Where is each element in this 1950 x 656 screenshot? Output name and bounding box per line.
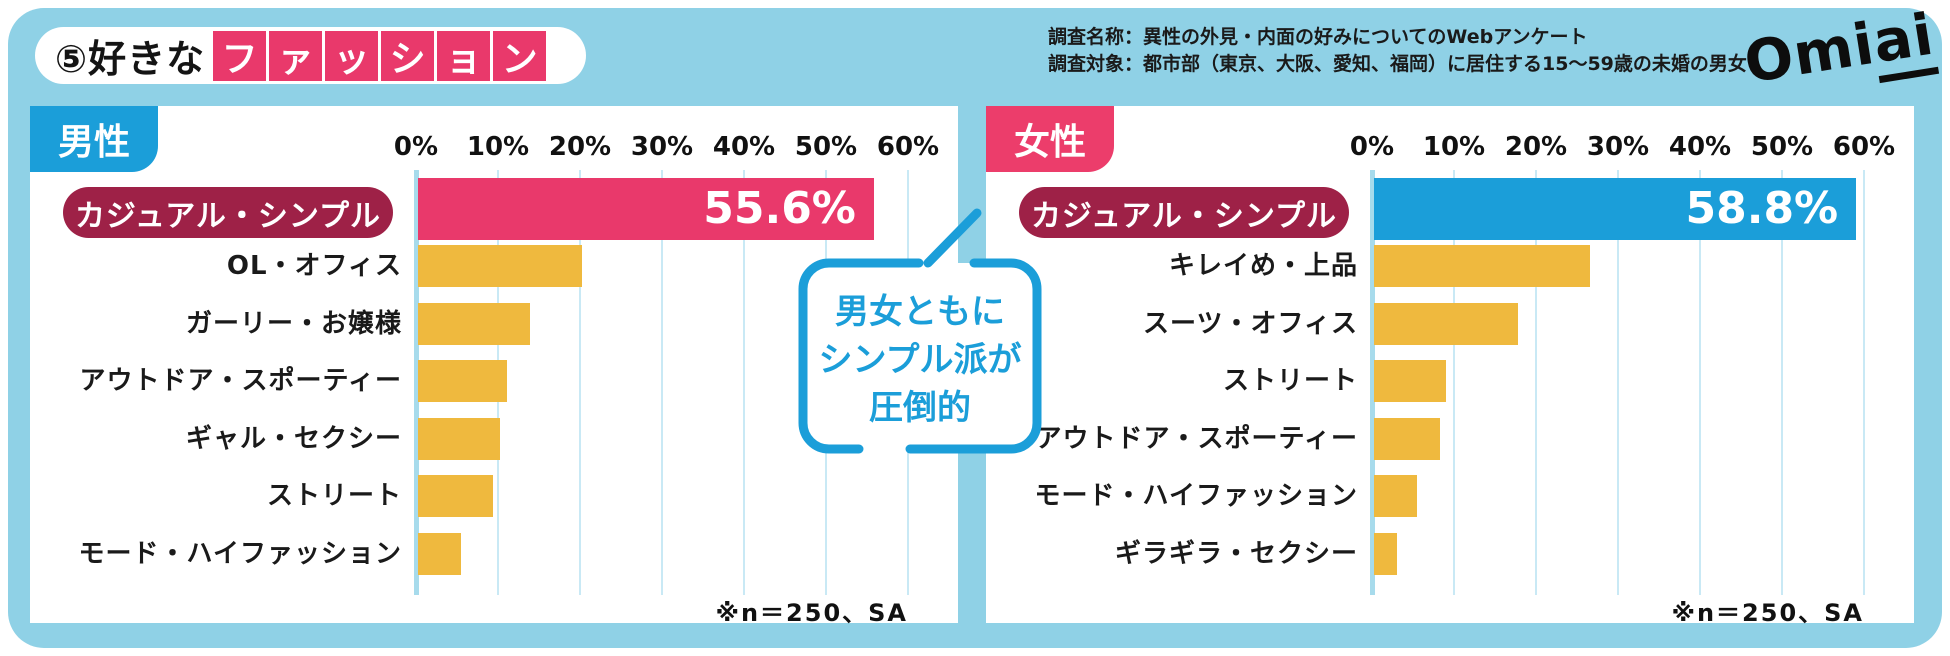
chart-panel-women: 女性 0% 10% 20% 30% 40% 50% 60% カジュアル・シンプル 58.8% キレイ… — [986, 106, 1914, 627]
title-tile-char: ァ — [269, 30, 323, 81]
category-label: モード・ハイファッション — [78, 538, 402, 569]
axis-gridline — [1699, 170, 1701, 595]
category-label: ギャル・セクシー — [185, 423, 402, 454]
axis-tick-label: 50% — [794, 132, 858, 162]
survey-info: 調査名称：異性の外見・内面の好みについてのWebアンケート 調査対象：都市部（東… — [1048, 24, 1747, 78]
bar — [418, 302, 530, 345]
category-label: アウトドア・スポーティー — [79, 366, 402, 396]
bar — [1374, 302, 1519, 345]
bubble-line-2: シンプル派が — [818, 340, 1022, 380]
title-tile-char: ン — [493, 30, 547, 81]
axis-tick-label: 30% — [1586, 132, 1650, 162]
axis-tick-label: 10% — [466, 132, 530, 162]
title-pill: ⑤好きな ファッション — [35, 27, 587, 84]
category-label: モード・ハイファッション — [1034, 481, 1358, 511]
axis-zero-line — [413, 170, 419, 595]
bar — [418, 417, 500, 460]
callout-bubble — [798, 208, 1042, 454]
axis-tick-label: 40% — [712, 132, 776, 162]
axis-gridline — [1617, 170, 1619, 595]
page-title: ⑤好きな — [55, 37, 206, 81]
category-label: キレイめ・上品 — [1168, 251, 1358, 281]
sample-note: ※n＝250、SA — [715, 599, 908, 627]
title-boxed-word: ファッション — [213, 30, 547, 81]
bar — [1374, 532, 1397, 575]
category-label-pill: カジュアル・シンプル — [1019, 187, 1349, 238]
axis-gridline — [743, 170, 745, 595]
axis-tick-label: 20% — [548, 132, 612, 162]
bar — [1374, 178, 1857, 240]
logo-text-underlined: ai — [1868, 1, 1940, 84]
bubble-text: 男女ともに シンプル派が 圧倒的 — [805, 288, 1035, 432]
axis-gridline — [661, 170, 663, 595]
axis-tick-label: 20% — [1504, 132, 1568, 162]
bubble-line-3: 圧倒的 — [869, 388, 971, 428]
survey-target-line: 調査対象：都市部（東京、大阪、愛知、福岡）に居住する15～59歳の未婚の男女 — [1048, 53, 1747, 75]
axis-tick-label: 40% — [1668, 132, 1732, 162]
bar — [1374, 417, 1440, 460]
category-label: ガーリー・お嬢様 — [185, 308, 402, 339]
bubble-line-1: 男女ともに — [835, 292, 1005, 332]
axis-tick-label: 30% — [630, 132, 694, 162]
bar — [418, 475, 494, 517]
bar — [418, 245, 582, 287]
axis-gridline — [1535, 170, 1537, 595]
bar — [1374, 245, 1591, 287]
axis-tick-label: 60% — [1832, 132, 1896, 162]
axis-tick-label: 0% — [1349, 132, 1395, 162]
title-tile-char: フ — [213, 30, 267, 81]
category-label-pill: カジュアル・シンプル — [63, 187, 393, 238]
category-label: ギラギラ・セクシー — [1114, 538, 1358, 569]
title-tile-char: シ — [381, 30, 435, 81]
gender-tab: 女性 — [986, 106, 1114, 172]
value-label: 58.8% — [1685, 183, 1839, 234]
value-label: 55.6% — [703, 183, 856, 234]
title-tile-char: ッ — [325, 30, 379, 81]
sample-note: ※n＝250、SA — [1671, 599, 1864, 627]
survey-name-line: 調査名称：異性の外見・内面の好みについてのWebアンケート — [1048, 26, 1588, 48]
axis-gridline — [1781, 170, 1783, 595]
bubble-fill — [803, 263, 1037, 449]
bar — [1374, 360, 1447, 402]
axis-gridline — [1453, 170, 1455, 595]
axis-tick-label: 10% — [1422, 132, 1486, 162]
bubble-tail — [923, 208, 982, 268]
bar — [418, 178, 874, 240]
title-tile-char: ョ — [437, 30, 491, 81]
bar — [1374, 475, 1417, 517]
axis-tick-label: 0% — [393, 132, 439, 162]
category-label: アウトドア・スポーティー — [1035, 423, 1358, 454]
bubble-border — [798, 258, 1042, 454]
bar — [418, 532, 461, 575]
gender-tab: 男性 — [30, 106, 158, 172]
axis-tick-label: 60% — [876, 132, 940, 162]
category-label: ストリート — [1222, 366, 1358, 396]
category-label: スーツ・オフィス — [1143, 308, 1358, 339]
axis-gridline — [1863, 170, 1865, 595]
category-label: OL・オフィス — [226, 251, 402, 281]
axis-tick-label: 50% — [1750, 132, 1814, 162]
axis-gridline — [579, 170, 581, 595]
category-label: ストリート — [266, 481, 402, 511]
bar — [418, 360, 507, 402]
axis-zero-line — [1369, 170, 1375, 595]
